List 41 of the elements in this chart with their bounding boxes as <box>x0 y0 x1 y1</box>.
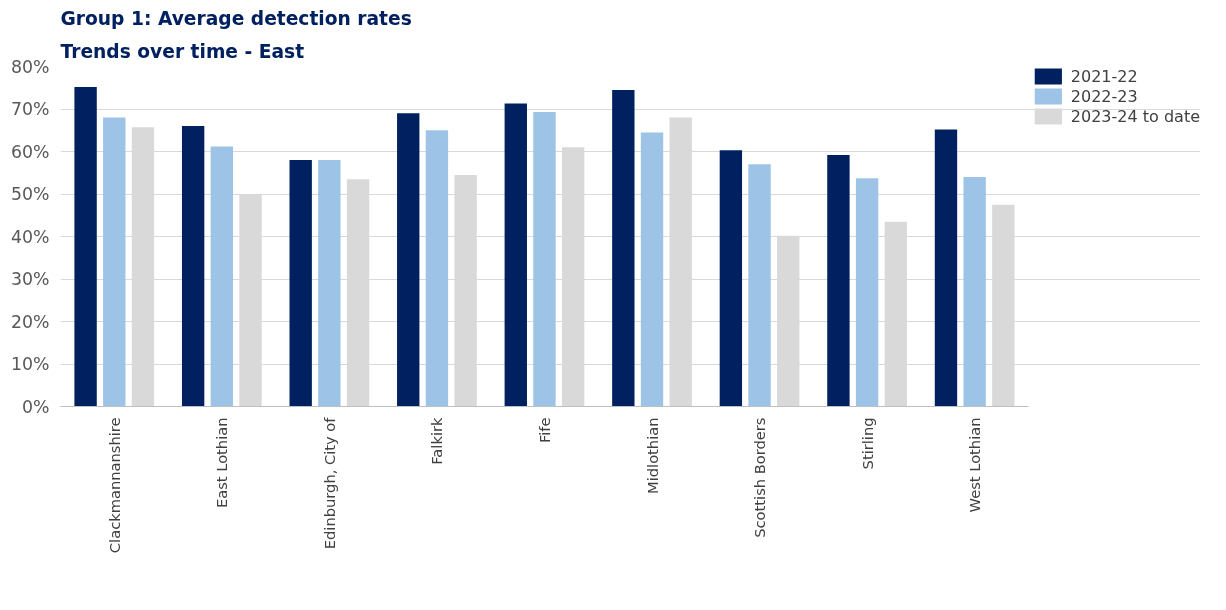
chart-subtitle: Trends over time - East <box>60 40 305 62</box>
legend-label: 2022-23 <box>1070 86 1138 106</box>
y-tick-label: 80% <box>10 56 50 77</box>
bar <box>318 160 341 407</box>
bar <box>855 178 879 407</box>
x-tick-label: East Lothian <box>213 417 231 509</box>
x-tick-label: Clackmannanshire <box>105 417 123 554</box>
bar <box>425 130 449 407</box>
y-tick-label: 20% <box>10 311 50 332</box>
x-tick-label: Scottish Borders <box>751 417 769 538</box>
y-tick-label: 10% <box>10 354 50 374</box>
bar <box>612 89 635 407</box>
bar <box>103 117 126 407</box>
bar <box>504 103 527 407</box>
bar <box>748 164 771 407</box>
y-tick-label: 50% <box>10 184 50 204</box>
chart-title: Group 1: Average detection rates <box>60 7 412 29</box>
x-tick-label: Midlothian <box>643 417 661 494</box>
y-tick-label: 40% <box>10 226 50 247</box>
legend-label: 2023-24 to date <box>1070 106 1200 126</box>
legend-label: 2021-22 <box>1070 66 1138 86</box>
x-tick-label: Stirling <box>858 417 876 470</box>
bar <box>934 129 958 407</box>
bar <box>533 111 556 407</box>
x-tick-label: Fife <box>535 417 553 444</box>
bar <box>640 132 664 407</box>
bar <box>74 86 97 407</box>
bar <box>827 154 850 407</box>
bar <box>210 146 234 407</box>
bar <box>963 177 986 407</box>
bar <box>397 113 420 407</box>
y-tick-label: 60% <box>10 141 50 162</box>
x-tick-label: West Lothian <box>966 417 984 513</box>
bar <box>289 160 312 407</box>
x-tick-label: Falkirk <box>428 416 446 465</box>
y-tick-label: 30% <box>10 269 50 289</box>
y-tick-label: 0% <box>22 396 50 417</box>
bar <box>719 150 743 407</box>
y-tick-label: 70% <box>10 99 50 119</box>
x-tick-label: Edinburgh, City of <box>320 416 338 550</box>
bar <box>181 126 205 407</box>
